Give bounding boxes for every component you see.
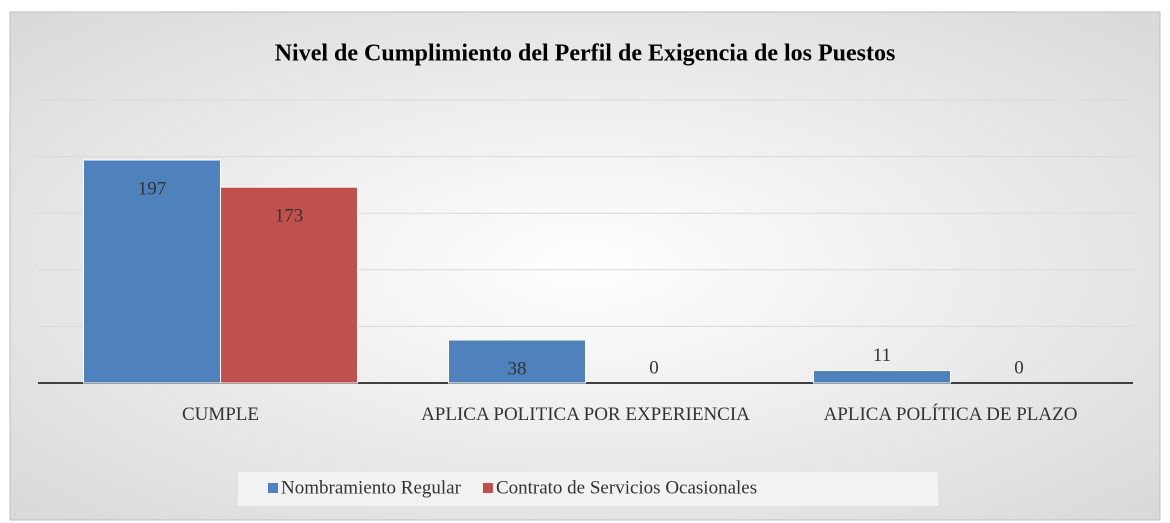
data-label: 0: [1014, 357, 1024, 378]
bar: [220, 186, 358, 384]
legend-label: Contrato de Servicios Ocasionales: [496, 477, 757, 498]
x-tick-label: CUMPLE: [181, 404, 260, 425]
legend-box: [238, 472, 938, 506]
data-label: 0: [649, 357, 659, 378]
legend-swatch: [482, 483, 493, 493]
bar: [813, 370, 951, 384]
bar: [448, 339, 586, 384]
legend-swatch: [268, 483, 278, 493]
bar: [83, 159, 221, 384]
data-label: 11: [873, 345, 891, 366]
data-label: 197: [138, 178, 167, 199]
x-tick-label: APLICA POLITICA POR EXPERIENCIA: [421, 404, 750, 425]
chart-title: Nivel de Cumplimiento del Perfil de Exig…: [275, 41, 896, 67]
x-tick-label: APLICA POLÍTICA DE PLAZO: [823, 404, 1078, 425]
data-label: 38: [508, 358, 527, 379]
legend-label: Nombramiento Regular: [281, 477, 462, 498]
data-label: 173: [275, 206, 304, 227]
